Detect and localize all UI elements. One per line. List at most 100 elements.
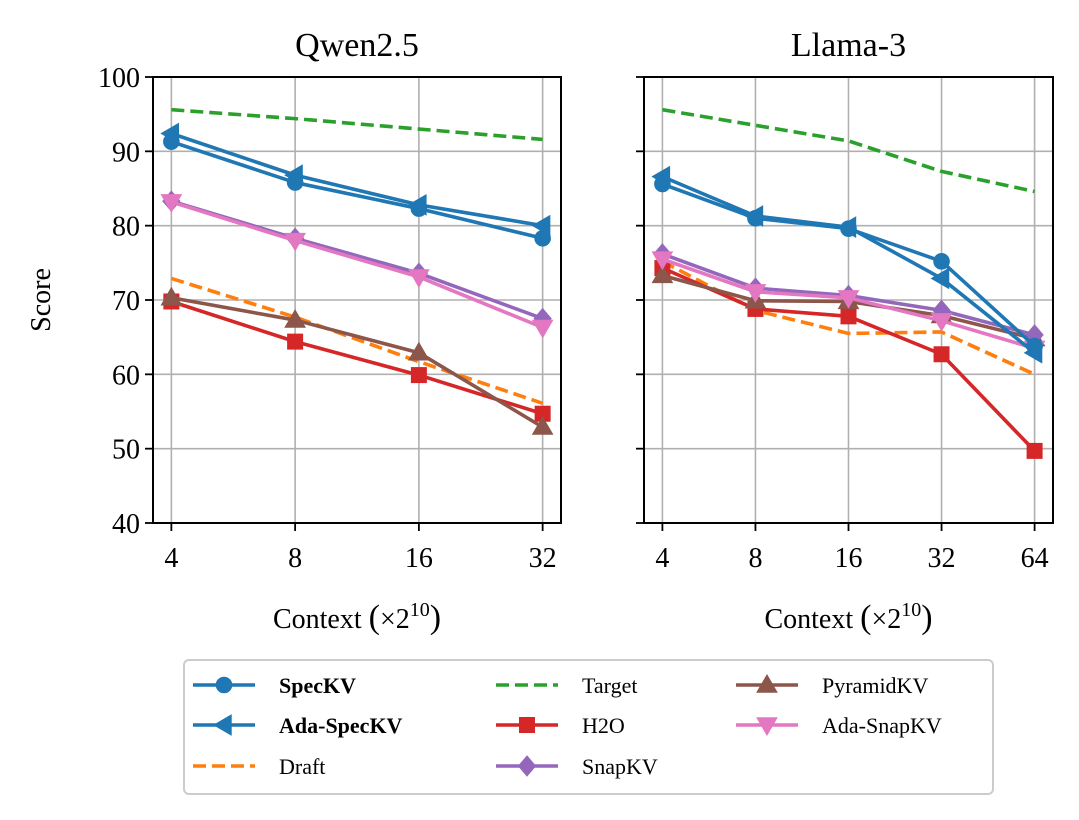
llama-3-series-h2o-point-2 [840,308,857,325]
legend-entry-ada-snapkv-label: Ada-SnapKV [822,713,942,738]
legend-box [183,659,994,795]
llama-3-series-ada-snapkv-point-0 [651,251,674,271]
legend-entry-pyramidkv: PyramidKV [736,673,928,698]
legend-entry-speckv: SpecKV [193,673,356,698]
legend-entry-h2o-label: H2O [582,713,625,738]
qwen2-5-series-pyramidkv-point-2 [408,341,430,361]
qwen2-5-series-ada-speckv-point-2 [407,193,427,216]
qwen2-5-series-pyramidkv [160,286,554,435]
legend-entry-pyramidkv-label: PyramidKV [822,673,928,698]
llama-3-series-ada-snapkv-point-1 [744,284,767,303]
llama-3-series-h2o-point-4 [1026,442,1043,459]
legend-entry-snapkv: SnapKV [496,754,658,779]
legend-entry-ada-speckv: Ada-SpecKV [193,713,403,738]
qwen2-5-xtick-label-16: 16 [405,543,433,574]
legend: SpecKV Ada-SpecKV Draft Target H2O SnapKV Pyra… [183,659,994,795]
qwen2-5-series-ada-snapkv [160,194,554,339]
llama-3-xlabel-unit-exp: 10 [901,599,921,621]
qwen2-5-ytick-label-40: 40 [112,509,140,540]
qwen2-5-series-ada-snapkv-point-2 [408,269,430,288]
llama-3-xtick-label-8: 8 [748,543,762,574]
qwen2-5-series-ada-snapkv-point-0 [160,194,183,213]
llama-3-series-ada-speckv-point-2 [837,216,857,239]
legend-entry-draft: Draft [193,754,325,779]
qwen2-5-series-h2o [163,293,551,422]
qwen2-5-series-ada-snapkv-line [170,200,544,330]
legend-entry-snapkv-label: SnapKV [582,754,658,779]
legend-entry-ada-speckv-label: Ada-SpecKV [279,713,403,738]
llama-3-series-ada-snapkv-point-2 [837,290,860,309]
qwen2-5-series-pyramidkv-line [171,295,544,429]
legend-entry-snapkv-marker [517,755,537,777]
qwen2-5-ytick-label-80: 80 [112,212,140,243]
llama-3-series-pyramidkv-point-0 [651,264,674,284]
qwen2-5-title: Qwen2.5 [295,27,419,64]
llama-3-series-speckv-point-3 [933,253,950,270]
qwen2-5-xtick-label-4: 4 [164,543,178,574]
panel-qwen2-5: 40 50 60 70 80 90 100 4 8 16 32 Qwen2.5 Context (×21… [26,27,562,636]
llama-3-series-ada-speckv-point-0 [651,165,671,188]
qwen2-5-xlabel-close-paren: ) [430,599,441,636]
qwen2-5-xlabel-unit-base: ×2 [380,604,410,635]
qwen2-5-series-ada-speckv-point-0 [160,122,180,145]
qwen2-5-series-ada-speckv [160,122,551,237]
legend-entry-speckv-marker [215,676,233,694]
legend-entry-target-label: Target [582,673,637,698]
qwen2-5-series-speckv-line [170,139,544,241]
qwen2-5-xtick-label-32: 32 [529,543,557,574]
legend-entry-h2o-marker [519,717,535,733]
llama-3-xtick-label-64: 64 [1021,543,1049,574]
qwen2-5-ytick-label-70: 70 [112,286,140,317]
legend-entry-speckv-label: SpecKV [279,673,356,698]
llama-3-xlabel-close-paren: ) [921,599,932,636]
llama-3-xlabel: Context (×210) [764,599,932,636]
llama-3-series-draft-line [661,259,1036,376]
legend-entry-target: Target [496,673,637,698]
llama-3-xlabel-open-paren: ( [860,599,871,636]
llama-3-series-ada-snapkv-point-3 [930,313,953,332]
legend-entry-ada-speckv-marker [213,714,232,736]
qwen2-5-series-pyramidkv-point-0 [160,286,183,306]
qwen2-5-series-target [171,107,543,142]
qwen2-5-xlabel-unit-exp: 10 [410,599,430,621]
qwen2-5-ytick-label-60: 60 [112,360,140,391]
legend-entry-ada-snapkv: Ada-SnapKV [736,713,942,738]
llama-3-xtick-label-4: 4 [655,543,669,574]
panel-llama-3: 4 8 16 32 64 Llama-3 Context (×210) [636,27,1054,636]
qwen2-5-xtick-label-8: 8 [288,543,302,574]
qwen2-5-series-ada-speckv-point-3 [531,214,551,237]
llama-3-title: Llama-3 [791,27,906,64]
llama-3-series-ada-snapkv [651,251,1046,360]
llama-3-series-h2o [654,260,1043,459]
legend-entry-h2o: H2O [496,713,625,738]
qwen2-5-grid [153,76,561,524]
llama-3-series-ada-speckv-point-1 [744,205,764,227]
qwen2-5-series-h2o-point-2 [410,367,427,384]
qwen2-5-series-h2o-line [170,299,544,416]
qwen2-5-series-ada-speckv-line [170,131,543,228]
qwen2-5-ylabel: Score [26,268,57,332]
qwen2-5-series-pyramidkv-point-1 [284,309,306,328]
legend-entry-draft-label: Draft [279,754,325,779]
qwen2-5-series-pyramidkv-point-3 [531,416,554,435]
qwen2-5-xlabel-open-paren: ( [369,599,380,636]
llama-3-xtick-label-16: 16 [835,543,863,574]
llama-3-series-target [662,107,1035,194]
qwen2-5-xlabel: Context (×210) [273,599,441,636]
llama-3-xlabel-unit-base: ×2 [871,604,901,635]
qwen2-5-series-h2o-point-1 [287,333,304,350]
llama-3-xlabel-text: Context [764,604,860,635]
qwen2-5-series-draft-line [170,276,544,406]
qwen2-5-xlabel-text: Context [273,604,369,635]
qwen2-5-series-target-line [171,107,543,142]
legend-entry-pyramidkv-marker [756,674,778,693]
llama-3-series-target-line [662,107,1035,194]
qwen2-5-ytick-label-100: 100 [98,63,140,94]
qwen2-5-series-ada-snapkv-point-3 [531,319,554,339]
llama-3-series-h2o-point-3 [933,346,950,363]
llama-3-series-draft [661,259,1036,376]
qwen2-5-series-ada-snapkv-point-1 [284,232,306,252]
llama-3-series-ada-speckv-point-3 [930,267,950,290]
llama-3-xtick-label-32: 32 [928,543,956,574]
